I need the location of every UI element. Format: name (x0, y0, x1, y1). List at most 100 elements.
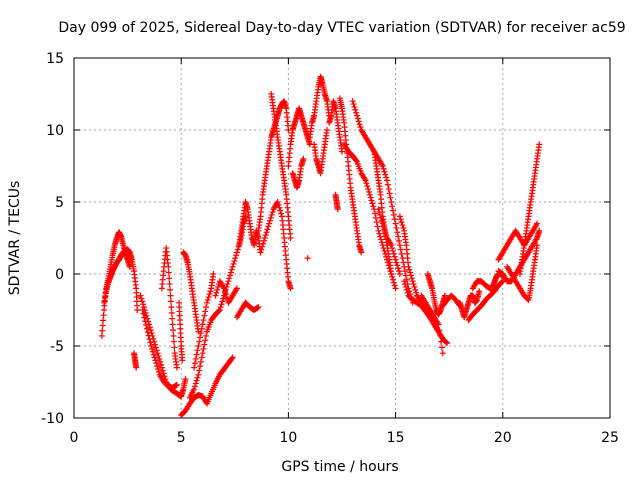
data-point-arc-l (233, 285, 240, 292)
data-point-arc-e (151, 354, 158, 361)
data-point-arc-z (389, 273, 396, 280)
data-point-arc-p (257, 249, 264, 256)
data-point-arc-aa (398, 250, 405, 257)
data-points (98, 73, 543, 419)
data-point-arc-f (170, 327, 177, 334)
data-point-arc-ad (409, 278, 416, 285)
data-point-arc-j (228, 266, 235, 273)
data-point-arc-z (375, 227, 382, 234)
data-point-arc-ai (476, 288, 483, 295)
data-point-arc-ad (405, 263, 412, 270)
data-point-arc-e (154, 363, 161, 370)
data-point-arc-z (392, 285, 399, 292)
data-point-arc-aa (390, 207, 397, 214)
data-point-arc-j (197, 358, 204, 365)
y-tick-label: 5 (55, 195, 64, 211)
x-tick-label: 25 (601, 430, 619, 446)
data-point-arc-aa (391, 216, 398, 223)
data-point-arc-f (173, 364, 180, 371)
data-point-arc-v (323, 127, 330, 133)
data-point-arc-ac (382, 229, 389, 236)
data-point-arc-ad (412, 286, 419, 293)
data-point-arc-d (155, 353, 162, 360)
data-point-arc-p (261, 235, 268, 241)
data-point-arc-k (205, 294, 212, 301)
data-point-arc-j (232, 255, 239, 262)
data-point-arc-af (436, 327, 443, 334)
data-point-arc-ac (394, 262, 401, 269)
data-point-arc-z (366, 191, 373, 198)
data-point-arc-d (137, 292, 144, 299)
data-point-arc-f (168, 304, 175, 311)
data-point-arc-aa (351, 103, 358, 110)
data-point-arc-k (204, 296, 211, 303)
data-point-arc-j (193, 377, 200, 384)
data-point-arc-aa (383, 174, 390, 181)
data-point-arc-ad (399, 222, 406, 229)
data-point-arc-d (146, 324, 153, 331)
data-point-arc-j (234, 246, 241, 253)
x-tick-label: 20 (494, 430, 512, 446)
data-point-arc-ac (392, 256, 399, 263)
data-point-arc-e (152, 357, 159, 364)
data-point-arc-d (152, 341, 159, 348)
data-point-arc-d (182, 376, 189, 383)
data-point-arc-j (199, 350, 206, 357)
data-point-arc-ae (404, 289, 411, 296)
data-point-arc-f (168, 309, 175, 316)
data-point-arc-aa (385, 186, 392, 193)
data-point-arc-f (170, 332, 177, 339)
data-point-arc-d (158, 361, 165, 368)
data-point-arc-am (536, 227, 543, 234)
data-point-arc-j (227, 272, 234, 279)
data-point-arc-ac (383, 232, 390, 239)
data-point-arc-e (143, 325, 150, 332)
data-point-arc-z (369, 200, 376, 207)
data-point-arc-z (367, 194, 374, 201)
data-point-arc-z (377, 233, 384, 240)
data-point-arc-aa (393, 224, 400, 231)
data-point-arc-f (166, 275, 173, 282)
data-point-arc-j (195, 371, 202, 378)
data-point-arc-l (223, 294, 230, 301)
data-point-arc-j (217, 304, 224, 311)
data-point-arc-ag (441, 292, 448, 299)
data-point-arc-aa (352, 106, 359, 113)
data-point-arc-p (274, 199, 281, 205)
data-point-arc-j (216, 307, 223, 313)
data-point-arc-j (224, 281, 231, 288)
data-point-arc-af (435, 321, 442, 328)
data-point-arc-p (266, 217, 273, 224)
chart-title: Day 099 of 2025, Sidereal Day-to-day VTE… (58, 20, 625, 36)
data-point-arc-p (268, 211, 275, 218)
data-point-arc-a (99, 322, 106, 329)
data-point-arc-l (221, 285, 228, 292)
data-point-arc-ad (413, 289, 420, 296)
data-point-arc-aa (399, 255, 406, 262)
data-point-arc-k (192, 355, 199, 362)
data-point-arc-aa (390, 211, 397, 218)
data-point-arc-e (150, 351, 157, 358)
data-point-arc-aa (396, 242, 403, 249)
data-point-arc-d (140, 304, 147, 311)
data-point-arc-ac (388, 242, 395, 249)
data-point-arc-aa (379, 163, 386, 169)
data-point-arc-e (145, 332, 152, 339)
data-point-arc-d (138, 295, 145, 302)
data-point-arc-p (258, 246, 265, 253)
data-point-arc-k (195, 343, 202, 349)
data-point-arc-a (100, 317, 107, 324)
data-point-arc-l (221, 288, 228, 295)
data-point-arc-p (260, 240, 267, 247)
y-tick-label: 0 (55, 267, 64, 283)
data-point-arc-l (214, 286, 221, 293)
data-point-arc-k (197, 330, 204, 337)
x-tick-label: 0 (70, 430, 79, 446)
data-point-arc-e (155, 366, 162, 373)
data-point-arc-t (304, 255, 311, 262)
data-point-arc-j (220, 295, 227, 302)
data-point-arc-j (198, 354, 205, 361)
data-point-arc-ad (410, 281, 417, 288)
data-point-arc-ae (403, 286, 410, 293)
